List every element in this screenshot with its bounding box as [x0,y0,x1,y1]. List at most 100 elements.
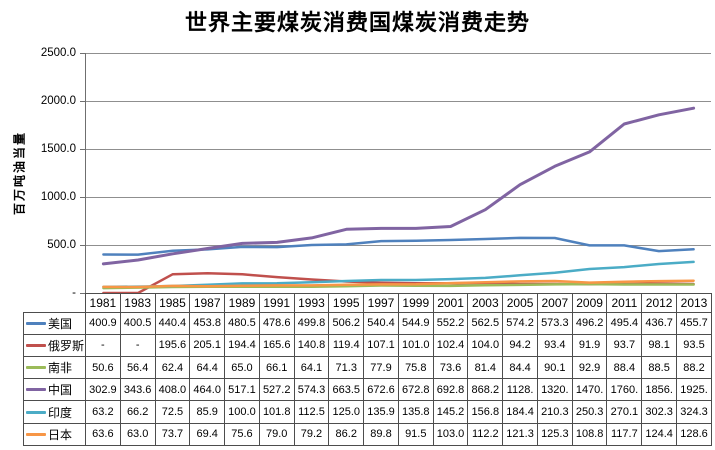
value-cell: 868.2 [467,378,504,402]
value-cell: 90.1 [536,355,573,380]
value-cell: 64.1 [293,355,330,380]
legend-key-line [26,366,46,370]
value-cell: 108.8 [571,422,608,447]
value-cell: 495.4 [606,311,643,335]
value-cell: 112.5 [293,400,330,424]
year-header-cell: 1981 [85,293,121,313]
table-row: 俄罗斯 - -195.6 205.1 194.4 165.6 140.8 119.4 107.1… [23,333,712,358]
value-cell: 1925. [676,378,712,402]
series-name: 中国 [48,383,73,398]
gridline [86,101,711,102]
value-cell: 672.8 [397,378,434,402]
table-row: 南非 50.6 56.4 62.4 64.4 65.0 66.1 64.1 71.3 77.9 75… [23,355,712,380]
value-cell: 156.8 [467,400,504,424]
value-cell: 119.4 [328,333,365,358]
value-cell: 91.9 [571,333,608,358]
value-cell: 91.5 [397,422,434,447]
value-cell: 125.0 [328,400,365,424]
value-cell: 84.4 [502,355,538,380]
value-cell: 499.8 [293,311,330,335]
chart-title: 世界主要煤炭消费国煤炭消费走势 [184,10,530,35]
value-cell: 93.5 [676,333,712,358]
value-cell: 100.0 [224,400,260,424]
value-cell: 62.4 [154,355,191,380]
value-cell: 135.8 [397,400,434,424]
value-cell: 85.9 [189,400,226,424]
legend-key-line [26,410,46,414]
value-cell: 672.6 [363,378,399,402]
value-cell: 79.0 [258,422,295,447]
value-cell: 436.7 [641,311,678,335]
value-cell: 93.4 [536,333,573,358]
value-cell: 117.7 [606,422,643,447]
value-cell: 165.6 [258,333,295,358]
gridline [86,245,711,246]
y-axis-tickmark [80,245,86,246]
table-header-row: 1981 1983 1985 1987 1989 1991 1993 1995 1997 1999… [24,293,712,313]
value-cell: 400.5 [119,311,156,335]
value-cell: 63.0 [119,422,156,447]
value-cell: 1128. [502,378,538,402]
plot-area [80,53,711,294]
value-cell: 63.2 [85,400,121,424]
gridline [86,197,711,198]
value-cell: 73.7 [154,422,191,447]
value-cell: 194.4 [224,333,260,358]
year-header-cell: 1983 [119,293,156,313]
value-cell: 205.1 [189,333,226,358]
value-cell: 101.8 [258,400,295,424]
value-cell: 86.2 [328,422,365,447]
value-cell: 478.6 [258,311,295,335]
value-cell: 88.5 [641,355,678,380]
value-cell: 1470. [571,378,608,402]
data-table: 1981 1983 1985 1987 1989 1991 1993 1995 1997 1999… [23,293,712,447]
legend-key-line [26,343,46,347]
value-cell: 440.4 [154,311,191,335]
series-name: 美国 [48,316,73,331]
value-cell: 107.1 [363,333,399,358]
year-header-cell: 2012 [641,293,678,313]
y-axis-tick-label: 2000.0 [40,95,76,107]
value-cell: 121.3 [502,422,538,447]
y-axis-tickmark [80,149,86,150]
y-axis-tick-label: 1500.0 [40,143,76,155]
value-cell: 1320. [536,378,573,402]
year-header-cell: 1991 [258,293,295,313]
series-label-cell: 日本 [23,422,86,447]
value-cell: 195.6 [154,333,191,358]
value-cell: 400.9 [85,311,121,335]
value-cell: 517.1 [224,378,260,402]
value-cell: 562.5 [467,311,504,335]
value-cell: 574.3 [293,378,330,402]
series-label-cell: 中国 [23,378,86,402]
value-cell: 302.9 [85,378,121,402]
value-cell: 1856. [641,378,678,402]
series-line-中国 [101,106,696,266]
series-label-cell: 俄罗斯 [23,333,86,358]
legend-key-line [26,432,46,436]
value-cell: 574.2 [502,311,538,335]
value-cell: 408.0 [154,378,191,402]
value-cell: 79.2 [293,422,330,447]
value-cell: 64.4 [189,355,226,380]
value-cell: 75.6 [224,422,260,447]
value-cell: 81.4 [467,355,504,380]
y-axis-tick-label: 1000.0 [40,191,76,203]
value-cell: 69.4 [189,422,226,447]
y-axis-tickmark [80,101,86,102]
value-cell: 324.3 [676,400,712,424]
value-cell: 125.3 [536,422,573,447]
value-cell: 453.8 [189,311,226,335]
y-axis-tickmark [80,53,86,54]
series-label-cell: 美国 [23,311,86,335]
table-row: 日本 63.6 63.0 73.7 69.4 75.6 79.0 79.2 86.2 89.8 91… [23,422,712,447]
value-cell: 73.6 [432,355,469,380]
y-axis-tick-label: 500.0 [47,239,76,251]
value-cell: 573.3 [536,311,573,335]
value-cell: 56.4 [119,355,156,380]
table-corner-cell [24,294,86,313]
value-cell: 77.9 [363,355,399,380]
value-cell: 89.8 [363,422,399,447]
series-label-cell: 印度 [23,400,86,424]
value-cell: 1760. [606,378,643,402]
